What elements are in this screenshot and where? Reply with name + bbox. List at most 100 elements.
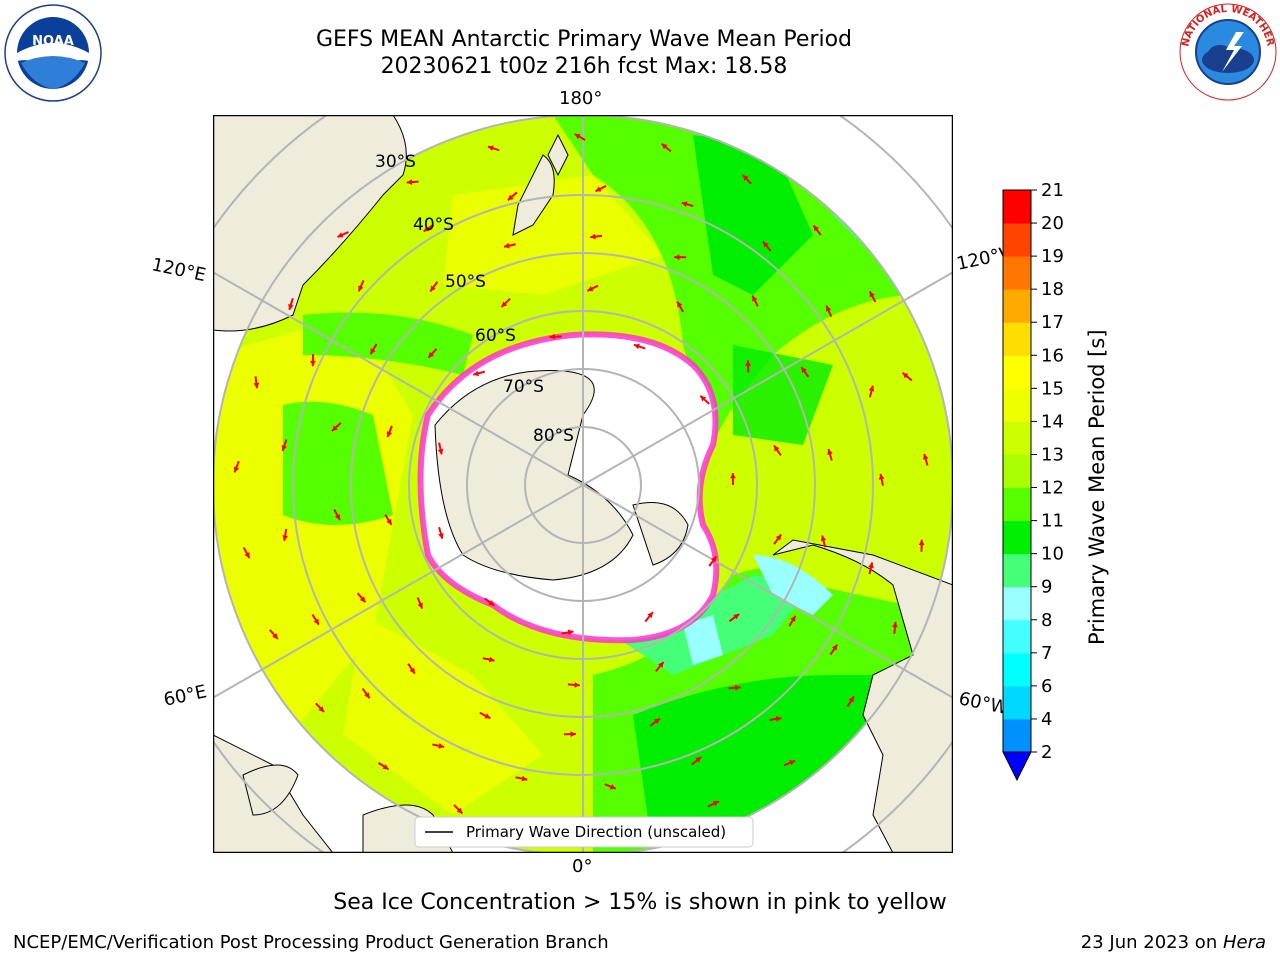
footer-machine: Hera	[1222, 932, 1266, 953]
colorbar-bin	[1003, 421, 1031, 455]
wave-arrow-head	[825, 305, 832, 312]
wave-arrow-head	[282, 535, 288, 541]
new-zealand-north	[547, 133, 569, 177]
wave-arrow-head	[358, 285, 364, 292]
wave-arrow-head	[244, 552, 250, 559]
wave-arrow-head	[745, 360, 751, 366]
wave-arrow-head	[386, 431, 393, 438]
colorbar-bin	[1003, 355, 1031, 389]
wave-arrow-head	[484, 713, 491, 719]
lon-label-0: 0°	[572, 856, 593, 877]
colorbar-tick-label: 20	[1041, 213, 1064, 234]
polar-map: 30°S 40°S 50°S 60°S 70°S 80°S Primary Wa…	[213, 115, 953, 853]
colorbar-tick-label: 10	[1041, 544, 1064, 565]
wave-arrow-head	[681, 201, 688, 207]
wave-arrow-head	[574, 134, 581, 140]
lon-label-120e: 120°E	[149, 254, 208, 287]
wave-arrow-head	[288, 303, 294, 310]
footer-date: 23 Jun 2023 on Hera	[1080, 932, 1266, 953]
wave-arrow-head	[281, 444, 287, 451]
colorbar-bin	[1003, 454, 1031, 489]
wave-arrow-head	[789, 760, 796, 766]
colorbar-bin	[1003, 322, 1031, 356]
colorbar-tick-label: 13	[1041, 444, 1064, 465]
wave-arrow-head	[831, 644, 838, 651]
map-subtitle: 20230621 t00z 216h fcst Max: 18.58	[380, 54, 788, 79]
lat-label-80s: 80°S	[533, 426, 574, 446]
wave-arrow-head	[253, 382, 260, 389]
wave-arrow-head	[359, 596, 366, 603]
wave-arrow-head	[827, 448, 833, 455]
wave-arrow-head	[438, 743, 445, 749]
wave-arrow-head	[733, 614, 740, 620]
wave-arrow-head	[521, 775, 528, 782]
wave-arrow-head	[775, 534, 782, 541]
colorbar-tick-label: 6	[1041, 676, 1052, 697]
colorbar-tick-label: 19	[1041, 246, 1064, 267]
lon-label-60e: 60°E	[161, 681, 209, 711]
sea-ice-note: Sea Ice Concentration > 15% is shown in …	[333, 890, 947, 915]
colorbar-tick-label: 21	[1041, 180, 1064, 201]
wave-arrow-head	[633, 343, 640, 350]
wave-arrow-head	[382, 764, 389, 770]
wave-arrow-head	[695, 756, 702, 763]
colorbar-tick-label: 2	[1041, 742, 1052, 763]
colorbar-tick-label: 4	[1041, 709, 1052, 730]
wave-arrow-head	[820, 535, 827, 542]
colorbar-bin	[1003, 553, 1031, 588]
wave-arrow-head	[473, 370, 479, 377]
colorbar-bin	[1003, 652, 1031, 687]
wave-arrow-head	[417, 602, 423, 609]
colorbar-bin	[1003, 520, 1031, 555]
wave-arrow-head	[501, 301, 508, 308]
wave-arrow-head	[549, 333, 556, 340]
colorbar-tick-label: 12	[1041, 478, 1064, 499]
wave-arrow-head	[437, 448, 444, 455]
graticule	[213, 115, 953, 853]
wave-arrow-head	[438, 532, 444, 539]
wave-arrow-head	[423, 226, 430, 232]
wave-arrow-head	[370, 348, 376, 355]
wave-arrow-head	[902, 372, 909, 379]
wave-arrow-head	[428, 351, 435, 358]
wave-arrow-head	[763, 241, 769, 248]
wave-arrow-head	[430, 285, 436, 292]
colorbar-tick-label: 8	[1041, 610, 1052, 631]
colorbar-tick-label: 11	[1041, 511, 1064, 532]
wave-arrow-head	[674, 254, 680, 261]
colorbar-bin	[1003, 256, 1031, 290]
wave-arrow-head	[869, 291, 875, 298]
colorbar-bin	[1003, 223, 1031, 257]
colorbar-tick-label: 17	[1041, 312, 1064, 333]
wave-arrow-head	[595, 186, 602, 192]
madagascar	[242, 764, 299, 816]
lat-label-70s: 70°S	[503, 377, 544, 397]
wave-arrow-head	[487, 145, 494, 151]
wave-arrow-head	[735, 684, 741, 691]
wave-arrow-head	[567, 629, 574, 636]
svg-text:Primary Wave Direction (unscal: Primary Wave Direction (unscaled)	[466, 823, 726, 841]
colorbar-tick-label: 9	[1041, 577, 1052, 598]
wave-arrow-head	[310, 360, 316, 367]
lat-label-40s: 40°S	[413, 215, 454, 235]
wave-arrow-head	[677, 301, 683, 308]
lon-label-180: 180°	[559, 88, 603, 109]
wave-arrow-head	[488, 656, 495, 663]
colorbar-title: Primary Wave Mean Period [s]	[1085, 329, 1109, 645]
wave-arrow-head	[503, 242, 510, 249]
wave-arrow-head	[456, 807, 463, 814]
wave-arrow-head	[609, 784, 616, 790]
colorbar-bin	[1003, 388, 1031, 422]
wave-arrow-head	[386, 518, 392, 525]
lat-label-50s: 50°S	[445, 272, 486, 292]
colorbar-bin	[1003, 289, 1031, 323]
wave-arrow-head	[742, 175, 749, 181]
colorbar-bin	[1003, 718, 1031, 753]
wave-arrow-head	[331, 425, 338, 431]
colorbar-extend-min	[1002, 751, 1032, 782]
colorbar-bin	[1003, 586, 1031, 621]
wave-arrow-head	[773, 445, 780, 452]
wave-arrow-head	[868, 562, 874, 569]
wave-arrow-head	[318, 706, 325, 712]
wave-arrow-head	[878, 473, 885, 480]
